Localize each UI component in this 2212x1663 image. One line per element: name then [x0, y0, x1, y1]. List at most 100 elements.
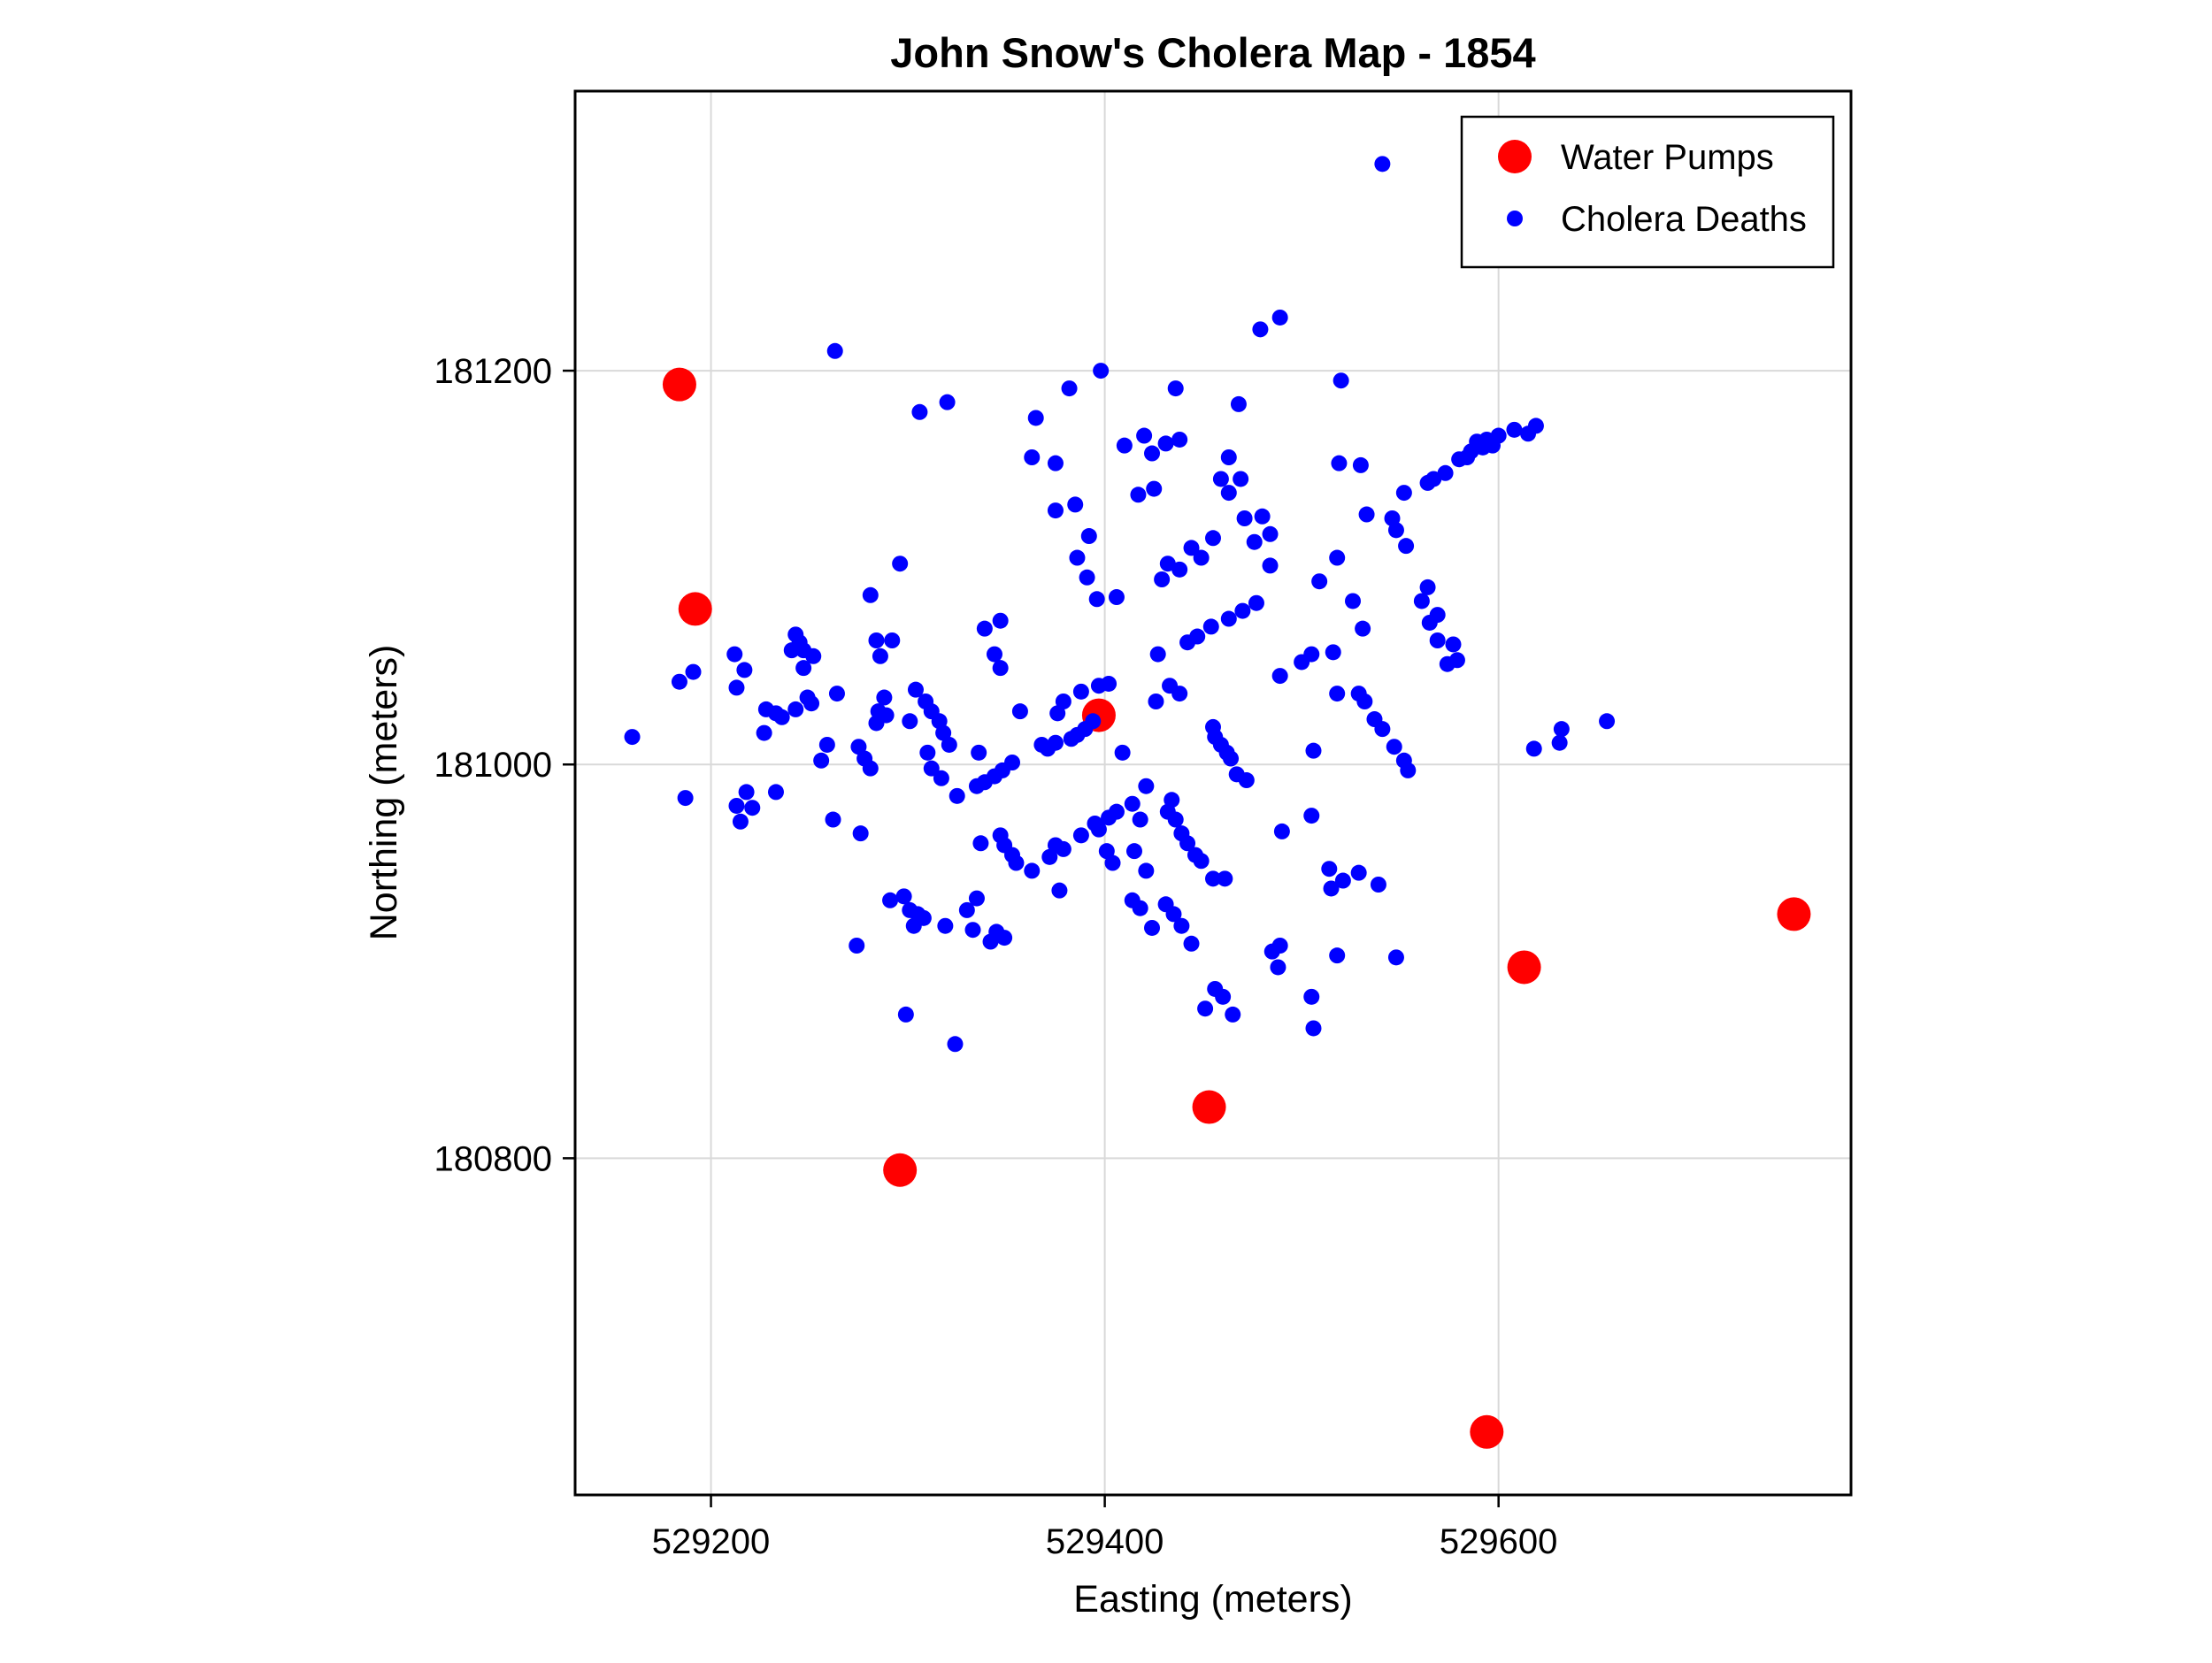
cholera-death-point: [1061, 380, 1078, 397]
cholera-death-point: [1220, 449, 1237, 465]
cholera-death-point: [884, 632, 901, 648]
cholera-death-point: [1350, 864, 1367, 881]
cholera-death-point: [818, 736, 835, 753]
cholera-death-point: [1193, 853, 1210, 870]
cholera-death-point: [1252, 321, 1269, 338]
cholera-death-point: [773, 709, 790, 725]
cholera-death-point: [1419, 474, 1436, 491]
cholera-death-point: [787, 701, 804, 717]
cholera-death-point: [1093, 363, 1110, 379]
legend-label-cholera-deaths: Cholera Deaths: [1561, 200, 1807, 239]
cholera-death-point: [736, 662, 753, 678]
cholera-death-point: [1451, 451, 1468, 468]
cholera-death-point: [1311, 573, 1328, 590]
cholera-death-point: [1149, 646, 1166, 663]
cholera-death-point: [939, 394, 956, 410]
cholera-death-point: [1101, 809, 1118, 826]
cholera-death-point: [1072, 683, 1089, 700]
cholera-death-point: [1386, 739, 1402, 755]
cholera-death-point: [982, 933, 999, 950]
legend-marker-cholera-deaths: [1507, 211, 1523, 226]
cholera-death-point: [937, 917, 954, 934]
cholera-death-point: [677, 790, 694, 807]
cholera-death-point: [878, 707, 895, 724]
cholera-death-point: [624, 729, 641, 746]
cholera-death-point: [968, 890, 985, 907]
cholera-death-point: [1246, 533, 1263, 550]
cholera-death-point: [1233, 471, 1249, 487]
cholera-death-point: [1271, 938, 1288, 954]
cholera-death-point: [1236, 510, 1253, 526]
cholera-death-point: [1352, 456, 1369, 473]
cholera-death-point: [1011, 703, 1028, 720]
cholera-death-point: [1329, 947, 1346, 964]
cholera-death-point: [1421, 614, 1438, 631]
cholera-death-point: [1159, 556, 1176, 572]
cholera-death-point: [1599, 713, 1616, 730]
cholera-death-point: [1072, 827, 1089, 844]
cholera-death-point: [897, 1006, 914, 1023]
cholera-death-point: [1125, 843, 1142, 860]
x-axis-label: Easting (meters): [1073, 1578, 1352, 1621]
cholera-death-point: [1331, 455, 1348, 471]
water-pump-point: [1192, 1090, 1226, 1124]
cholera-death-point: [1445, 636, 1462, 653]
cholera-death-point: [1101, 675, 1118, 692]
cholera-death-point: [933, 770, 949, 786]
cholera-death-point: [813, 752, 830, 769]
cholera-death-point: [1124, 795, 1141, 812]
cholera-death-point: [849, 938, 865, 954]
cholera-death-point: [907, 681, 924, 698]
legend: Water Pumps Cholera Deaths: [1460, 115, 1835, 269]
cholera-death-point: [1271, 668, 1288, 685]
cholera-death-point: [1223, 750, 1240, 767]
cholera-death-point: [935, 724, 952, 741]
cholera-death-point: [1179, 835, 1196, 852]
data-points: [624, 156, 1811, 1449]
cholera-death-point: [992, 660, 1009, 677]
y-tick-label: 180800: [434, 1139, 552, 1178]
cholera-death-point: [1008, 854, 1025, 871]
cholera-death-point: [1144, 919, 1161, 936]
cholera-death-point: [1230, 395, 1247, 412]
cholera-death-point: [1525, 740, 1542, 757]
cholera-death-point: [728, 679, 745, 696]
cholera-death-point: [1138, 778, 1155, 794]
cholera-death-point: [825, 811, 841, 828]
cholera-death-point: [1024, 862, 1041, 879]
cholera-death-point: [976, 620, 993, 637]
cholera-death-point: [895, 888, 912, 905]
cholera-death-point: [1069, 549, 1086, 566]
water-pump-point: [1470, 1414, 1504, 1449]
cholera-death-point: [1193, 549, 1210, 566]
cholera-death-point: [1238, 772, 1255, 789]
cholera-death-point: [1033, 736, 1050, 753]
cholera-death-point: [1154, 571, 1171, 587]
cholera-death-point: [996, 930, 1013, 946]
cholera-death-point: [1374, 721, 1391, 738]
cholera-death-point: [805, 648, 822, 664]
cholera-death-point: [1088, 591, 1105, 608]
water-pump-point: [1507, 950, 1541, 985]
cholera-death-point: [1220, 485, 1237, 502]
cholera-death-point: [1063, 731, 1079, 747]
cholera-death-point: [923, 760, 940, 777]
cholera-death-point: [1051, 882, 1068, 899]
legend-box: [1460, 115, 1835, 269]
legend-label-water-pumps: Water Pumps: [1561, 138, 1774, 177]
legend-marker-water-pumps: [1498, 140, 1532, 173]
cholera-death-point: [1321, 861, 1338, 877]
cholera-death-point: [1234, 602, 1251, 619]
cholera-death-point: [1303, 808, 1320, 824]
cholera-death-point: [1356, 694, 1373, 709]
cholera-death-point: [1024, 449, 1041, 465]
cholera-death-point: [1090, 821, 1107, 838]
cholera-death-point: [1370, 877, 1386, 893]
cholera-death-point: [1165, 906, 1182, 923]
cholera-death-point: [671, 673, 687, 690]
cholera-death-point: [1104, 854, 1121, 871]
axis-tick-labels: 529200 529400 529600 180800 181000 181200: [434, 352, 1558, 1561]
cholera-death-point: [1067, 496, 1084, 513]
cholera-death-point: [1079, 569, 1095, 586]
cholera-death-point: [1329, 549, 1346, 566]
